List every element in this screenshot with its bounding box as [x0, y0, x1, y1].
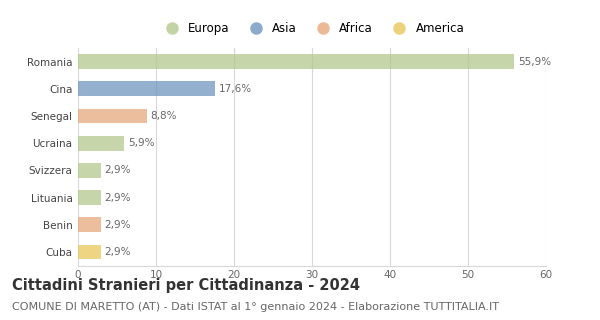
Bar — [78, 136, 124, 151]
Text: 55,9%: 55,9% — [518, 57, 551, 67]
Text: 2,9%: 2,9% — [104, 193, 131, 203]
Bar — [78, 81, 215, 96]
Bar — [78, 163, 101, 178]
Text: 2,9%: 2,9% — [104, 220, 131, 230]
Text: 2,9%: 2,9% — [104, 165, 131, 175]
Bar — [78, 244, 101, 260]
Bar — [78, 108, 146, 124]
Text: 5,9%: 5,9% — [128, 138, 154, 148]
Bar — [78, 54, 514, 69]
Text: Cittadini Stranieri per Cittadinanza - 2024: Cittadini Stranieri per Cittadinanza - 2… — [12, 278, 360, 293]
Bar — [78, 190, 101, 205]
Text: COMUNE DI MARETTO (AT) - Dati ISTAT al 1° gennaio 2024 - Elaborazione TUTTITALIA: COMUNE DI MARETTO (AT) - Dati ISTAT al 1… — [12, 302, 499, 312]
Text: 2,9%: 2,9% — [104, 247, 131, 257]
Text: 8,8%: 8,8% — [151, 111, 177, 121]
Bar — [78, 217, 101, 232]
Legend: Europa, Asia, Africa, America: Europa, Asia, Africa, America — [157, 20, 467, 38]
Text: 17,6%: 17,6% — [219, 84, 253, 94]
